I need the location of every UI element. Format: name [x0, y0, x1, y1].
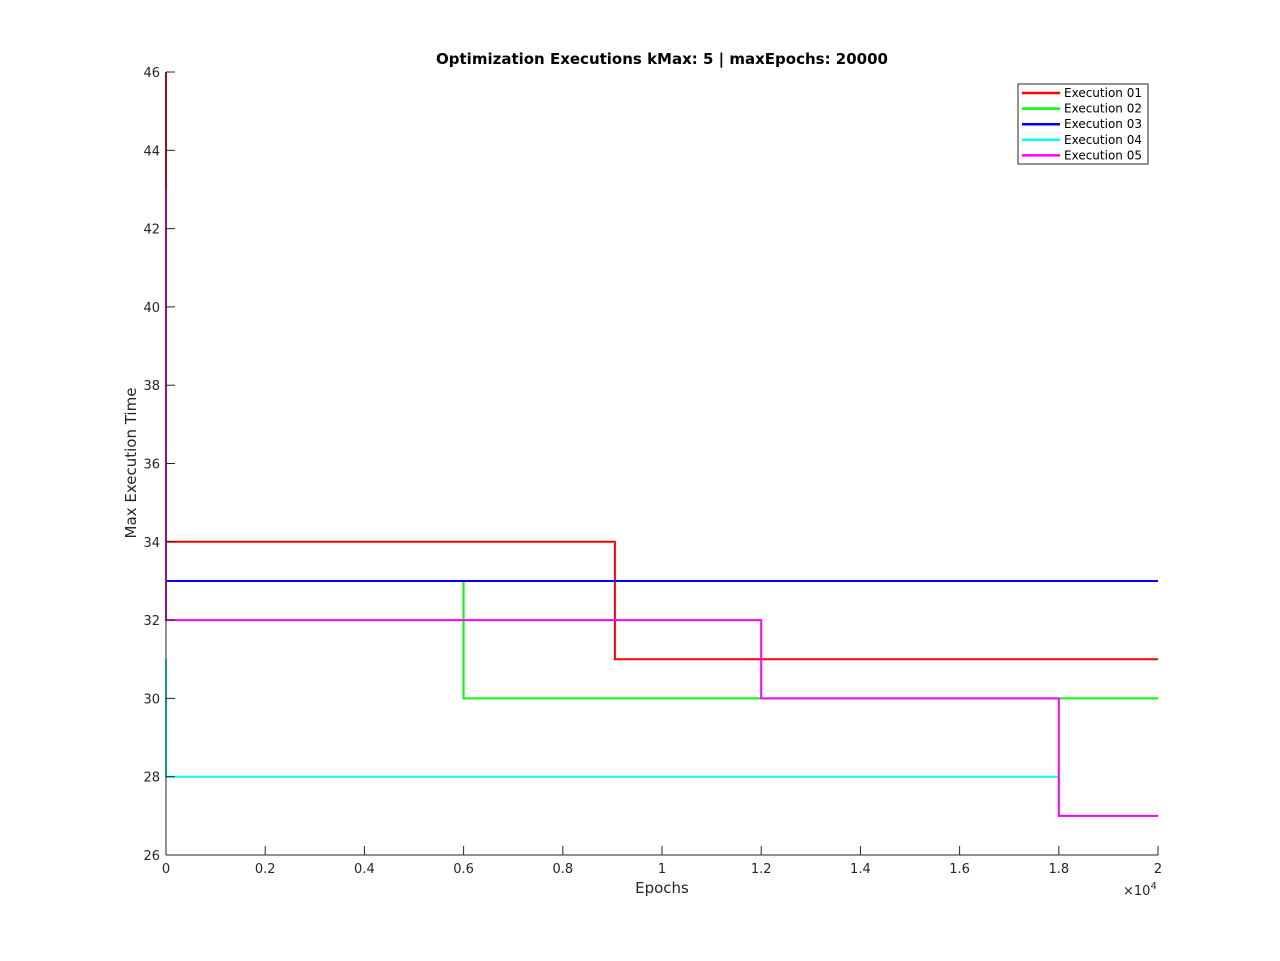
x-axis-label: Epochs	[635, 879, 689, 897]
x-axis-exponent-power: 4	[1150, 881, 1156, 892]
y-axis-label: Max Execution Time	[122, 388, 140, 539]
x-tick-label: 1.2	[751, 862, 772, 877]
legend-label-5: Execution 05	[1064, 148, 1142, 162]
x-tick-label: 1	[658, 862, 666, 877]
x-tick-label: 0.6	[453, 862, 474, 877]
x-axis-exponent: ×104	[1123, 881, 1157, 899]
legend-label-1: Execution 01	[1064, 86, 1142, 100]
y-tick-label: 46	[143, 66, 160, 81]
x-axis-exponent-base: ×10	[1123, 884, 1150, 899]
x-tick-label: 0.4	[354, 862, 375, 877]
ticks-layer: 0 0.2 0.4 0.6 0.8 1 1.2 1.4 1.6 1.8 2 26 28 30 32 34 36 3…	[143, 66, 1162, 877]
y-tick-label: 32	[143, 614, 160, 629]
x-tick-label: 2	[1154, 862, 1162, 877]
y-tick-label: 30	[143, 692, 160, 707]
x-tick-label: 0.2	[255, 862, 276, 877]
y-tick-label: 36	[143, 458, 160, 473]
x-tick-label: 1.6	[949, 862, 970, 877]
y-tick-label: 44	[143, 144, 160, 159]
legend-label-4: Execution 04	[1064, 133, 1142, 147]
y-tick-label: 40	[143, 301, 160, 316]
y-tick-label: 38	[143, 379, 160, 394]
legend-label-2: Execution 02	[1064, 102, 1142, 116]
y-tick-label: 42	[143, 223, 160, 238]
x-tick-label: 1.4	[850, 862, 871, 877]
x-tick-label: 1.8	[1048, 862, 1069, 877]
legend-label-3: Execution 03	[1064, 117, 1142, 131]
x-tick-label: 0	[162, 862, 170, 877]
chart-title: Optimization Executions kMax: 5 | maxEpo…	[436, 50, 888, 69]
y-tick-label: 28	[143, 771, 160, 786]
y-tick-label: 26	[143, 849, 160, 864]
y-tick-label: 34	[143, 536, 160, 551]
x-tick-label: 0.8	[552, 862, 573, 877]
